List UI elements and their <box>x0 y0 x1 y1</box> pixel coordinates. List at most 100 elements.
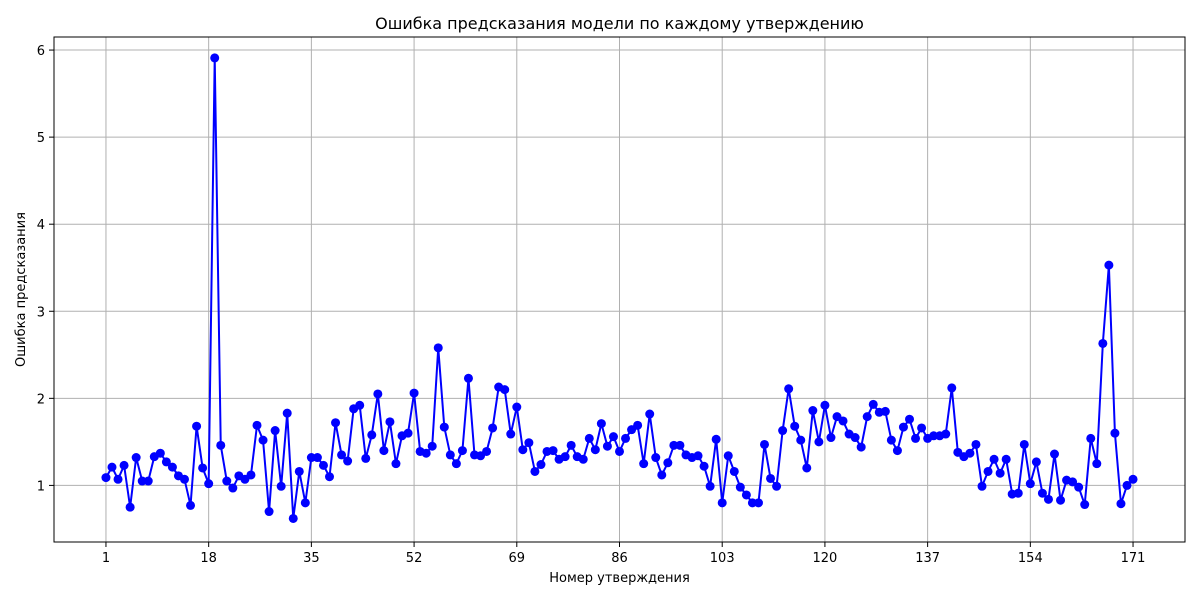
data-point <box>337 450 347 460</box>
data-point <box>1116 499 1126 509</box>
data-point <box>119 460 129 470</box>
x-tick-label: 1 <box>102 551 110 566</box>
data-point <box>796 435 806 445</box>
data-point <box>252 420 262 430</box>
data-point <box>778 426 788 436</box>
x-tick-label: 171 <box>1121 551 1146 566</box>
data-point <box>530 466 540 476</box>
data-point <box>276 481 286 491</box>
data-point <box>1098 338 1108 348</box>
data-point <box>965 448 975 458</box>
data-point <box>760 439 769 449</box>
data-point <box>596 419 606 429</box>
x-tick-label: 154 <box>1018 551 1043 566</box>
data-point <box>856 442 866 452</box>
data-point <box>282 408 292 418</box>
x-tick-label: 120 <box>813 551 838 566</box>
data-point <box>729 466 739 476</box>
data-point <box>300 498 310 508</box>
data-point <box>331 418 341 428</box>
data-point <box>409 388 419 398</box>
data-point <box>711 434 721 444</box>
data-point <box>1110 428 1120 438</box>
data-point <box>735 482 745 492</box>
data-point <box>512 402 522 412</box>
data-point <box>675 440 685 450</box>
data-point <box>500 385 510 395</box>
data-point <box>548 446 558 456</box>
data-point <box>971 439 981 449</box>
x-axis: 1 18 35 52 69 86 103 120 137 154 171 <box>102 542 1146 566</box>
data-point <box>1013 488 1023 498</box>
data-point <box>421 448 431 458</box>
data-point <box>482 446 492 456</box>
data-point <box>808 406 818 416</box>
y-axis-title: Ошибка предсказания <box>14 212 29 367</box>
data-point <box>1043 494 1053 504</box>
data-point <box>862 412 872 422</box>
data-point <box>802 463 812 473</box>
data-point <box>210 53 220 63</box>
data-point <box>101 473 111 483</box>
y-tick-label: 6 <box>37 44 45 59</box>
data-point <box>445 450 455 460</box>
data-point <box>917 423 927 433</box>
data-point <box>403 428 413 438</box>
data-point <box>518 445 528 455</box>
data-point <box>294 466 304 476</box>
data-point <box>772 481 782 491</box>
data-point <box>621 433 631 443</box>
data-point <box>367 430 377 440</box>
data-point <box>989 454 999 464</box>
data-point <box>343 456 353 466</box>
data-point <box>180 474 189 484</box>
data-point <box>766 473 776 483</box>
data-point <box>379 446 389 456</box>
data-point <box>1056 495 1066 505</box>
data-point <box>524 438 534 448</box>
data-point <box>886 435 896 445</box>
data-point <box>560 452 570 462</box>
x-tick-label: 103 <box>710 551 735 566</box>
data-point <box>826 433 836 443</box>
data-point <box>216 440 226 450</box>
y-tick-label: 2 <box>37 392 45 407</box>
x-tick-label: 137 <box>915 551 940 566</box>
data-point <box>1092 459 1102 469</box>
data-point <box>741 490 751 500</box>
data-point <box>645 409 655 419</box>
data-point <box>258 435 268 445</box>
data-point <box>1019 439 1029 449</box>
data-point <box>204 479 214 489</box>
data-point <box>325 472 334 482</box>
data-point <box>615 446 624 456</box>
grid-layer <box>54 37 1185 542</box>
data-point <box>1031 457 1041 467</box>
data-point <box>602 441 612 451</box>
data-point <box>898 422 908 432</box>
data-point <box>723 451 733 461</box>
data-point <box>892 446 902 456</box>
x-tick-label: 69 <box>509 551 526 566</box>
data-point <box>288 513 298 523</box>
data-point <box>228 483 238 493</box>
data-point <box>590 445 600 455</box>
data-point <box>167 462 177 472</box>
data-point <box>814 437 824 447</box>
data-point <box>941 429 951 439</box>
data-point <box>125 502 135 512</box>
data-point <box>838 416 848 426</box>
data-point <box>457 446 467 456</box>
data-point <box>222 476 232 486</box>
x-axis-title: Номер утверждения <box>549 571 690 586</box>
data-point <box>1122 480 1132 490</box>
data-point <box>983 466 993 476</box>
data-point <box>911 433 921 443</box>
data-point <box>192 421 202 431</box>
data-point <box>578 454 588 464</box>
data-point <box>143 476 153 486</box>
data-point <box>198 463 208 473</box>
data-point <box>1050 449 1059 459</box>
data-point <box>131 453 141 463</box>
